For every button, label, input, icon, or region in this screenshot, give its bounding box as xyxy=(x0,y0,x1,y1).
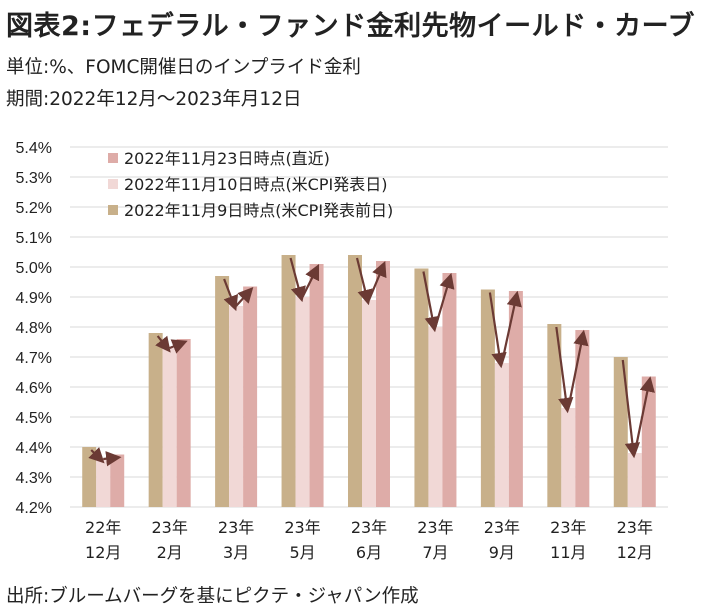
x-tick-label: 6月 xyxy=(356,543,382,562)
bar-nov10 xyxy=(162,348,177,507)
x-tick-label: 23年 xyxy=(151,518,187,537)
bar-nov9 xyxy=(547,324,562,507)
y-axis-ticks: 4.2% 4.3% 4.4% 4.5% 4.6% 4.7% 4.8% 4.9% 5.0% 5.1%… xyxy=(16,140,52,517)
y-tick-label: 4.2% xyxy=(16,500,52,517)
arrow-drop xyxy=(555,326,574,414)
bar-nov10 xyxy=(362,300,376,507)
bar-nov9 xyxy=(414,268,429,507)
source-note: 出所:ブルームバーグを基にピクテ・ジャパン作成 xyxy=(6,586,419,607)
arrow-drop xyxy=(355,257,373,306)
bar-nov9 xyxy=(148,333,163,507)
y-tick-label: 4.8% xyxy=(16,320,52,337)
bar-nov9 xyxy=(480,289,495,507)
bar-nov23 xyxy=(641,376,656,507)
y-tick-label: 4.3% xyxy=(16,470,52,487)
bars xyxy=(82,255,656,507)
x-axis-ticks: 22年 12月 23年 2月 23年 3月 23年 5月 23年 6月 23年 7月 23年 9月 23年 1… xyxy=(85,518,653,562)
legend-swatch-nov10 xyxy=(108,179,118,189)
bar-nov23 xyxy=(176,339,191,507)
chart-subtitle-period: 期間:2022年12月～2023年月12日 xyxy=(6,89,302,110)
x-tick-label: 23年 xyxy=(550,518,586,537)
chart-title: 図表2:フェデラル・ファンド金利先物イールド・カーブ xyxy=(6,11,695,42)
x-tick-label: 23年 xyxy=(218,518,254,537)
y-tick-label: 5.1% xyxy=(16,230,52,247)
y-tick-label: 5.4% xyxy=(16,140,52,157)
y-tick-label: 5.0% xyxy=(16,260,52,277)
legend-label: 2022年11月23日時点(直近) xyxy=(124,149,330,168)
bar-nov9 xyxy=(348,255,362,507)
legend: 2022年11月23日時点(直近) 2022年11月10日時点(米CPI発表日) 2… xyxy=(108,149,393,220)
bar-nov10 xyxy=(295,297,310,507)
arrow-rise xyxy=(103,451,122,467)
arrow-rise xyxy=(434,272,455,328)
arrow-rise xyxy=(500,290,522,364)
arrow-drop xyxy=(621,359,641,459)
x-tick-label: 12月 xyxy=(617,543,653,562)
bar-nov23 xyxy=(243,286,258,507)
bar-nov10 xyxy=(494,363,509,507)
arrow-rise xyxy=(367,260,387,301)
arrow-rise xyxy=(567,329,589,409)
arrow-rise xyxy=(169,339,188,354)
x-tick-label: 22年 xyxy=(85,518,121,537)
x-tick-label: 7月 xyxy=(422,543,448,562)
change-arrows xyxy=(88,257,655,467)
y-tick-label: 5.3% xyxy=(16,170,52,187)
arrow-drop xyxy=(289,257,306,303)
legend-label: 2022年11月9日時点(米CPI発表前日) xyxy=(124,201,393,220)
x-tick-label: 12月 xyxy=(85,543,121,562)
fed-funds-futures-chart: 4.2% 4.3% 4.4% 4.5% 4.6% 4.7% 4.8% 4.9% 5.0% 5.1%… xyxy=(16,140,668,562)
y-tick-label: 4.6% xyxy=(16,380,52,397)
x-tick-label: 23年 xyxy=(484,518,520,537)
y-tick-label: 4.9% xyxy=(16,290,52,307)
bar-nov10 xyxy=(229,306,244,507)
bar-nov9 xyxy=(281,255,296,507)
arrow-drop xyxy=(88,446,105,464)
arrow-rise xyxy=(235,287,254,307)
x-tick-label: 3月 xyxy=(223,543,249,562)
legend-swatch-nov9 xyxy=(108,205,118,215)
bar-nov23 xyxy=(309,264,324,507)
x-tick-label: 23年 xyxy=(351,518,387,537)
x-tick-label: 5月 xyxy=(289,543,315,562)
x-tick-label: 2月 xyxy=(157,543,183,562)
y-tick-label: 4.4% xyxy=(16,440,52,457)
arrow-rise xyxy=(633,376,655,454)
x-tick-label: 23年 xyxy=(617,518,653,537)
bar-nov9 xyxy=(82,447,97,507)
arrow-rise xyxy=(301,264,320,298)
y-tick-label: 5.2% xyxy=(16,200,52,217)
y-tick-label: 4.5% xyxy=(16,410,52,427)
bar-nov23 xyxy=(376,261,390,507)
bar-nov10 xyxy=(428,327,443,507)
bar-nov23 xyxy=(442,273,457,507)
y-tick-label: 4.7% xyxy=(16,350,52,367)
bar-nov9 xyxy=(215,276,230,507)
bar-nov10 xyxy=(561,408,576,507)
legend-swatch-nov23 xyxy=(108,153,118,163)
legend-label: 2022年11月10日時点(米CPI発表日) xyxy=(124,175,387,194)
bar-nov10 xyxy=(96,459,111,507)
bar-nov23 xyxy=(575,330,590,507)
x-tick-label: 11月 xyxy=(550,543,586,562)
bar-nov23 xyxy=(110,454,125,507)
x-tick-label: 23年 xyxy=(284,518,320,537)
bar-nov10 xyxy=(627,453,642,507)
arrow-drop xyxy=(223,278,239,312)
arrow-drop xyxy=(155,335,171,353)
arrow-drop xyxy=(488,292,507,369)
x-tick-label: 23年 xyxy=(417,518,453,537)
bar-nov9 xyxy=(613,357,628,507)
bar-nov23 xyxy=(508,291,523,507)
x-tick-label: 9月 xyxy=(489,543,515,562)
chart-subtitle-unit: 単位:%、FOMC開催日のインプライド金利 xyxy=(6,57,361,78)
arrow-drop xyxy=(422,271,440,333)
